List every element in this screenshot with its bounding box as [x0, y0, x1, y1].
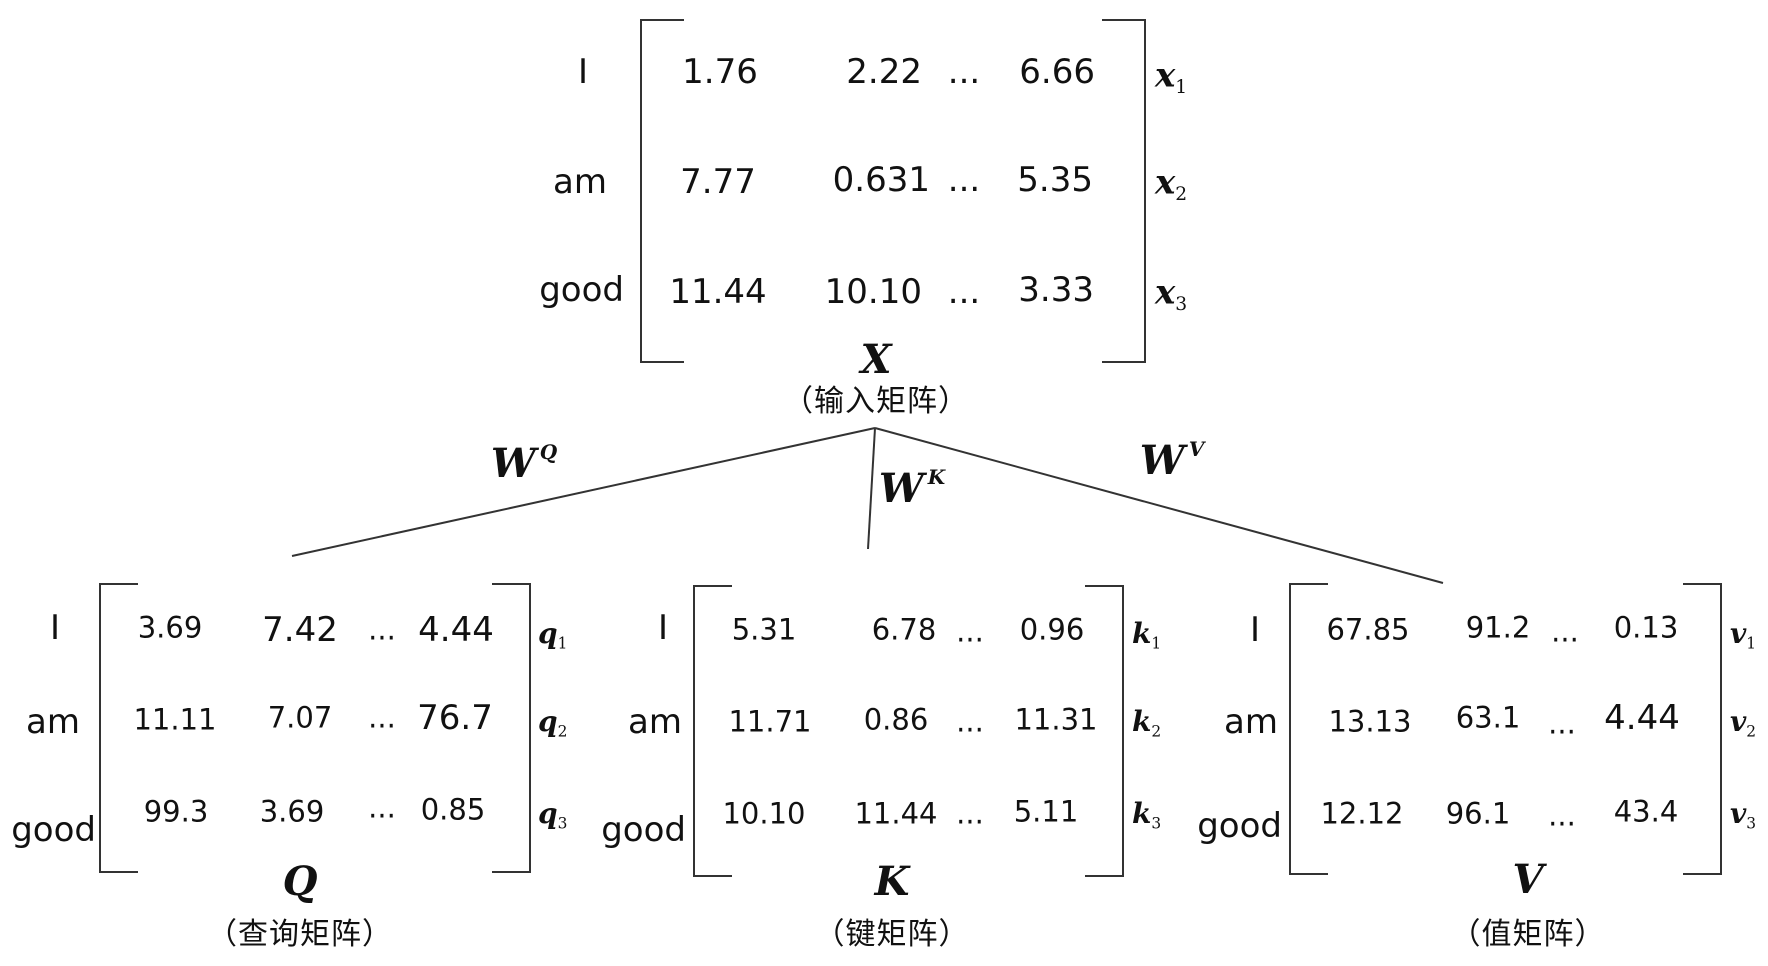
input-cell: 2.22 — [846, 52, 922, 92]
q-cell: 7.42 — [262, 610, 338, 650]
v-ellipsis: ... — [1551, 614, 1579, 649]
q-right-bracket — [492, 583, 531, 873]
k-cell: 5.11 — [1013, 794, 1079, 829]
v-left-bracket — [1289, 583, 1328, 875]
q-ellipsis: ... — [368, 700, 396, 735]
k-cell: 10.10 — [722, 796, 806, 831]
input-row-vector-label: x2 — [1155, 162, 1188, 205]
input-left-bracket — [640, 19, 684, 363]
q-cell: 0.85 — [420, 792, 486, 827]
q-left-bracket — [99, 583, 138, 873]
input-cell: 11.44 — [669, 272, 767, 312]
input-row-vector-label: x1 — [1155, 55, 1188, 98]
k-cell: 5.31 — [731, 612, 797, 647]
k-row-label: I — [657, 608, 668, 648]
branch-line-v — [874, 427, 1444, 584]
k-row-vector-label: k2 — [1132, 705, 1162, 741]
k-cell: 11.31 — [1014, 702, 1098, 737]
k-ellipsis: ... — [956, 796, 984, 831]
input-matrix-caption: （输入矩阵） — [783, 384, 969, 419]
k-row-label: am — [628, 702, 682, 742]
input-ellipsis: ... — [947, 52, 981, 92]
input-row-label: am — [553, 162, 607, 202]
input-cell: 6.66 — [1019, 52, 1095, 92]
q-cell: 7.07 — [267, 700, 333, 735]
input-cell: 5.35 — [1017, 160, 1093, 200]
q-cell: 99.3 — [143, 794, 209, 829]
q-ellipsis: ... — [368, 790, 396, 825]
v-row-vector-label: v3 — [1730, 797, 1757, 833]
input-matrix-name: X — [860, 336, 892, 383]
input-cell: 10.10 — [824, 272, 922, 312]
k-right-bracket — [1085, 585, 1124, 877]
k-matrix-name: K — [874, 858, 910, 905]
input-row-vector-label: x3 — [1155, 272, 1188, 315]
v-matrix-name: V — [1512, 856, 1544, 903]
k-ellipsis: ... — [956, 704, 984, 739]
branch-line-q — [291, 427, 876, 557]
input-right-bracket — [1102, 19, 1146, 363]
v-cell: 91.2 — [1465, 610, 1531, 645]
k-row-vector-label: k3 — [1132, 797, 1162, 833]
input-cell: 0.631 — [832, 160, 930, 200]
v-ellipsis: ... — [1548, 706, 1576, 741]
q-row-label: am — [26, 702, 80, 742]
k-ellipsis: ... — [956, 614, 984, 649]
q-cell: 11.11 — [133, 702, 217, 737]
v-cell: 13.13 — [1328, 704, 1412, 739]
input-row-label: I — [577, 52, 588, 92]
q-cell: 4.44 — [418, 610, 494, 650]
v-right-bracket — [1683, 583, 1722, 875]
k-cell: 11.44 — [854, 796, 938, 831]
q-row-vector-label: q2 — [538, 705, 568, 741]
k-cell: 0.86 — [863, 702, 929, 737]
v-cell: 12.12 — [1320, 796, 1404, 831]
q-matrix-name: Q — [282, 858, 318, 905]
v-cell: 43.4 — [1613, 794, 1679, 829]
input-ellipsis: ... — [947, 272, 981, 312]
q-ellipsis: ... — [368, 612, 396, 647]
v-row-vector-label: v2 — [1730, 705, 1757, 741]
input-cell: 3.33 — [1018, 270, 1094, 310]
v-cell: 4.44 — [1604, 698, 1680, 738]
v-row-vector-label: v1 — [1730, 617, 1757, 653]
input-cell: 1.76 — [682, 52, 758, 92]
q-row-label: good — [11, 810, 96, 850]
k-left-bracket — [693, 585, 732, 877]
q-row-vector-label: q1 — [538, 617, 568, 653]
k-matrix-caption: （键矩阵） — [814, 917, 970, 952]
v-ellipsis: ... — [1548, 798, 1576, 833]
v-cell: 67.85 — [1326, 612, 1410, 647]
v-row-label: good — [1197, 806, 1282, 846]
v-cell: 96.1 — [1445, 796, 1511, 831]
k-row-vector-label: k1 — [1132, 617, 1162, 653]
input-cell: 7.77 — [680, 162, 756, 202]
v-cell: 63.1 — [1455, 700, 1521, 735]
input-ellipsis: ... — [947, 160, 981, 200]
v-row-label: I — [1249, 610, 1260, 650]
k-cell: 6.78 — [871, 612, 937, 647]
v-row-label: am — [1224, 702, 1278, 742]
q-cell: 3.69 — [259, 794, 325, 829]
k-cell: 11.71 — [728, 704, 812, 739]
k-row-label: good — [601, 810, 686, 850]
branch-line-k — [867, 427, 876, 550]
q-matrix-caption: （查询矩阵） — [207, 917, 393, 952]
input-row-label: good — [539, 270, 624, 310]
v-matrix-caption: （值矩阵） — [1450, 917, 1606, 952]
v-cell: 0.13 — [1613, 610, 1679, 645]
q-cell: 76.7 — [417, 698, 493, 738]
q-row-vector-label: q3 — [538, 797, 568, 833]
q-row-label: I — [49, 608, 60, 648]
q-cell: 3.69 — [137, 610, 203, 645]
k-cell: 0.96 — [1019, 612, 1085, 647]
